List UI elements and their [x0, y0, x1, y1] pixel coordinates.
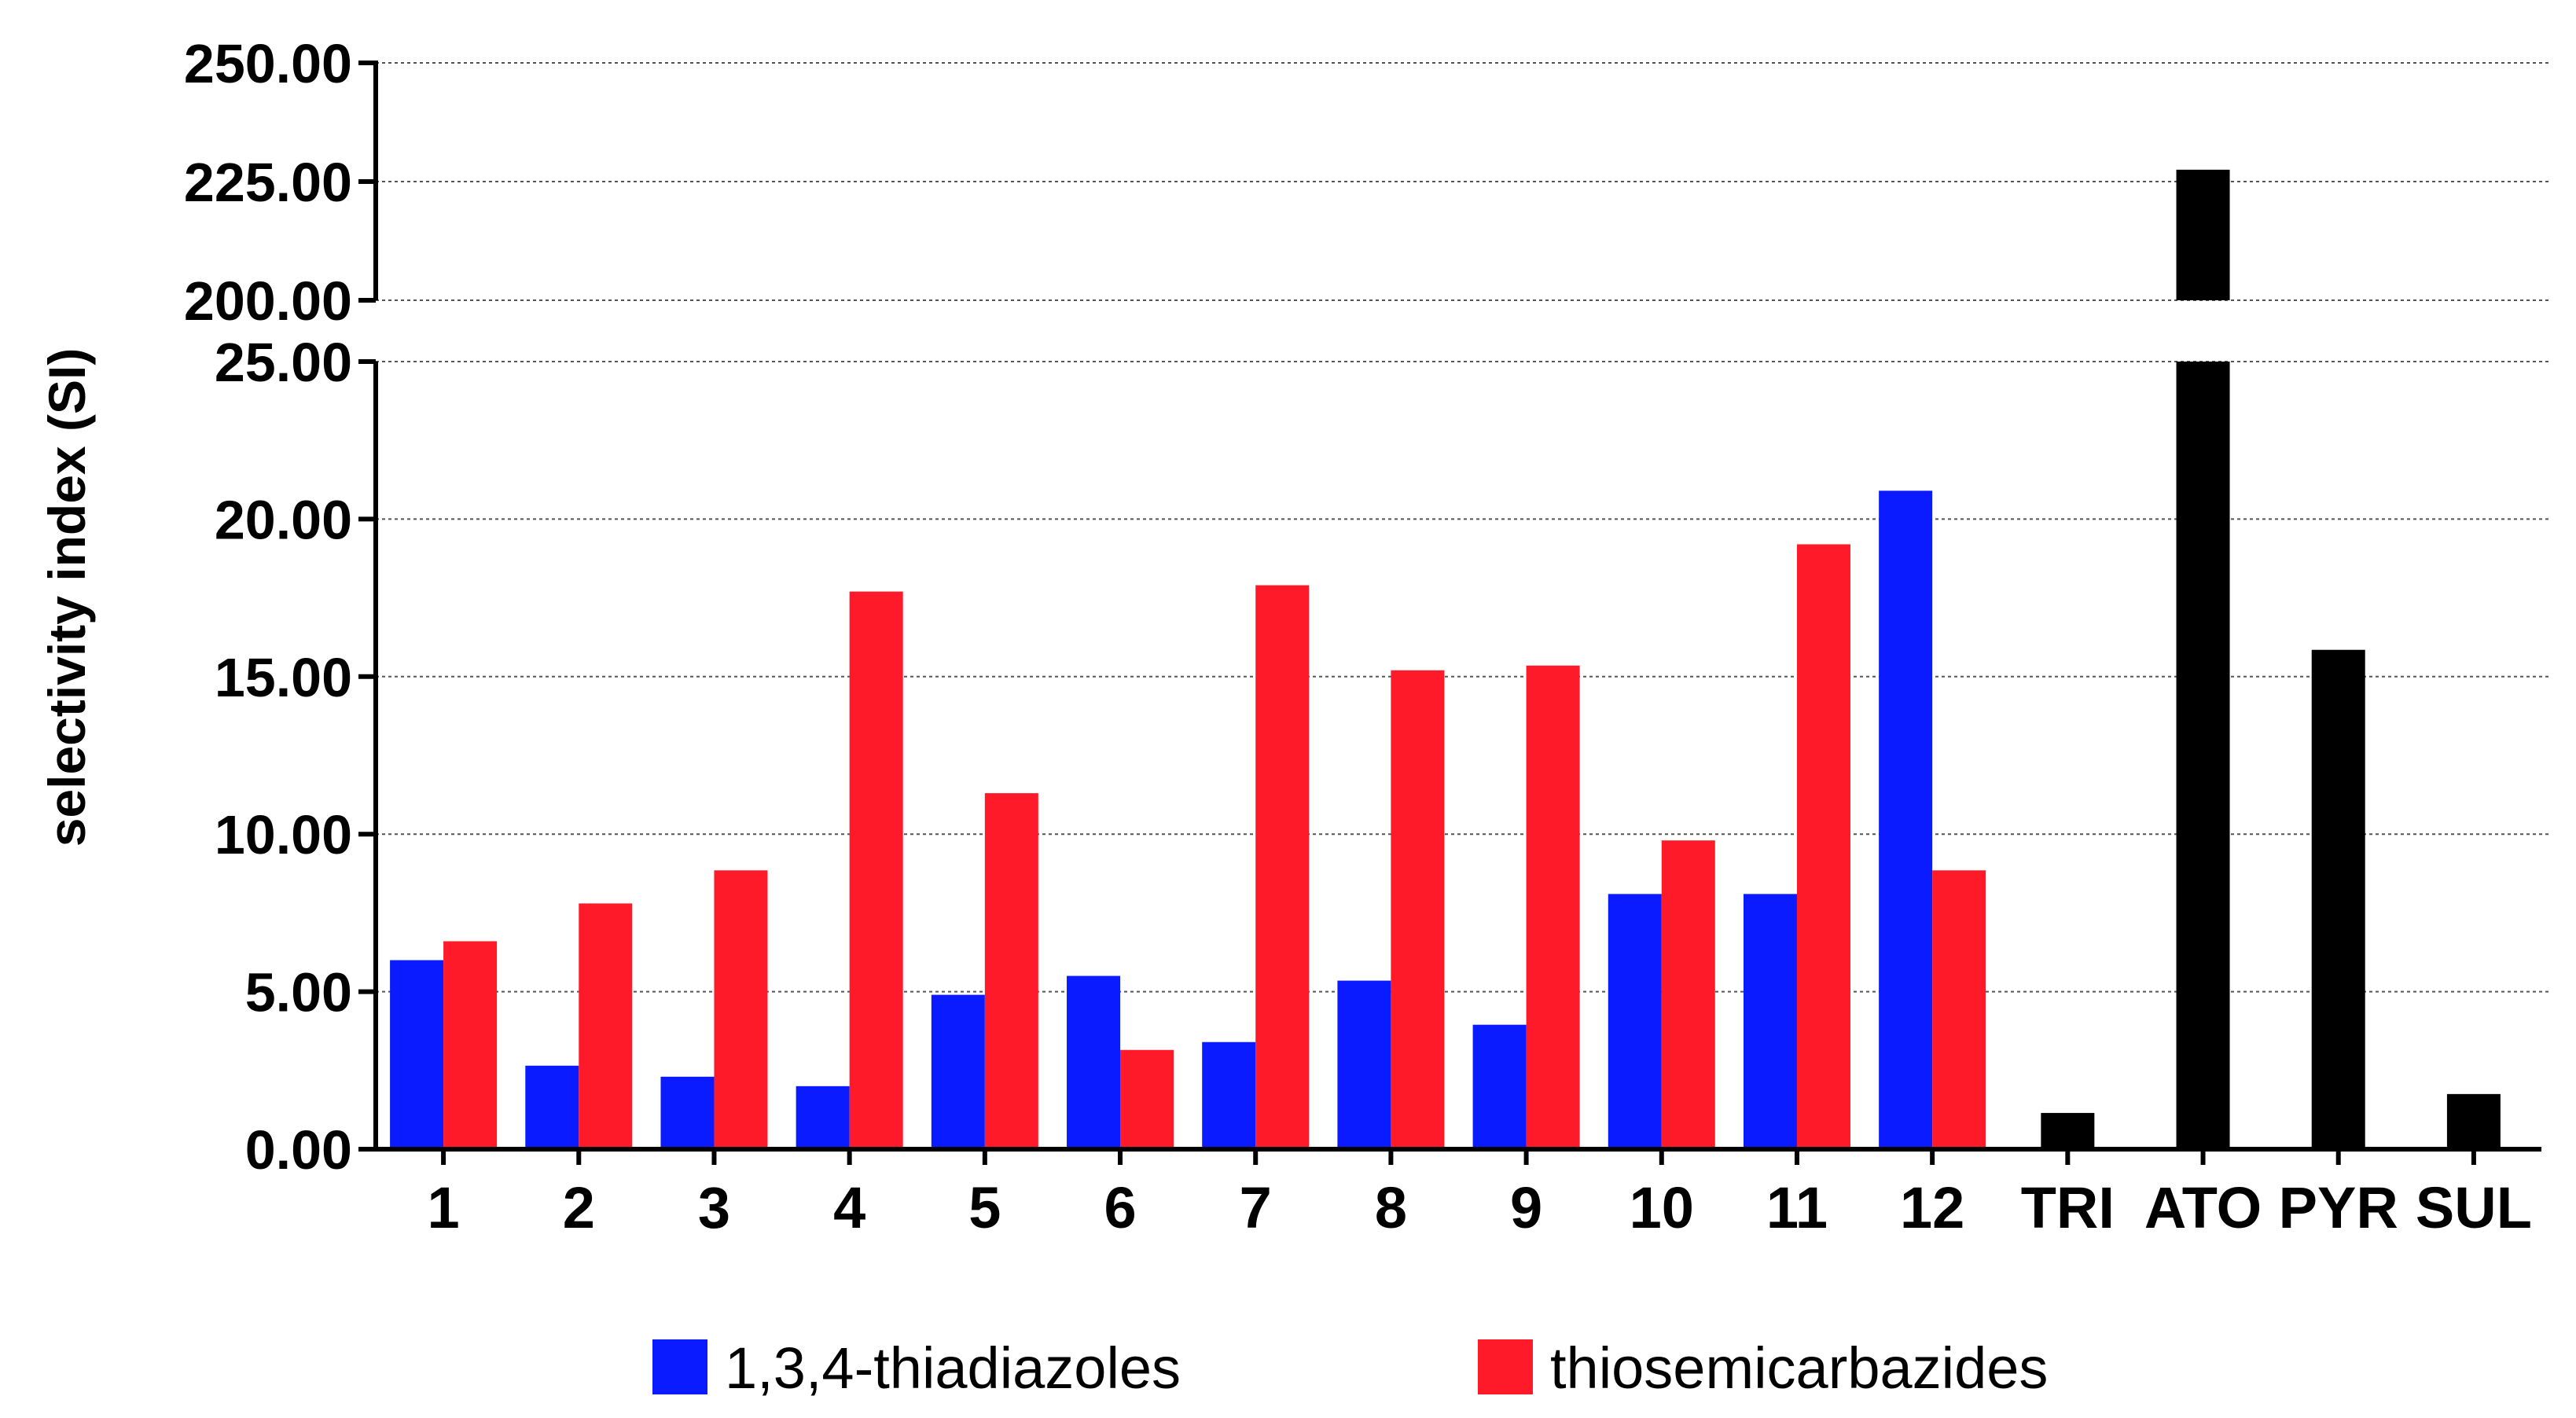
- bar-7-series-0: [1202, 1041, 1256, 1149]
- bar-2-series-1: [579, 903, 633, 1149]
- legend-label-thiadiazoles: 1,3,4-thiadiazoles: [725, 1335, 1181, 1401]
- y-axis-label: selectivity index (SI): [38, 348, 96, 847]
- axes: [358, 61, 2541, 1165]
- bars: [390, 169, 2501, 1149]
- x-tick-label: 11: [1766, 1175, 1828, 1240]
- bar-3-series-1: [714, 870, 768, 1149]
- bar-2-series-0: [525, 1065, 579, 1149]
- x-tick-label: 5: [968, 1175, 1001, 1240]
- y-tick-label: 20.00: [215, 489, 352, 550]
- bar-SUL-series-2: [2446, 1093, 2501, 1149]
- x-tick-label: 9: [1510, 1175, 1542, 1240]
- legend: 1,3,4-thiadiazoles thiosemicarbazides: [652, 1335, 2048, 1401]
- bar-4-series-0: [796, 1086, 850, 1149]
- x-tick-label: 10: [1630, 1175, 1694, 1240]
- bar-12-series-1: [1932, 870, 1986, 1149]
- bar-5-series-0: [931, 994, 985, 1149]
- x-tick-label: 3: [698, 1175, 730, 1240]
- y-tick-label: 0.00: [245, 1119, 352, 1181]
- bar-11-series-0: [1743, 894, 1797, 1149]
- x-tick-label: PYR: [2279, 1175, 2398, 1240]
- x-tick-label: 8: [1375, 1175, 1407, 1240]
- x-tick-label: 1: [428, 1175, 460, 1240]
- bar-6-series-0: [1067, 975, 1121, 1149]
- bar-11-series-1: [1796, 544, 1850, 1149]
- bar-TRI-series-2: [2041, 1112, 2095, 1149]
- bar-4-series-1: [849, 591, 903, 1149]
- bar-10-series-0: [1608, 894, 1662, 1149]
- y-tick-label: 225.00: [184, 152, 352, 213]
- bar-9-series-0: [1472, 1024, 1527, 1149]
- x-tick-label: ATO: [2144, 1175, 2262, 1240]
- bar-6-series-1: [1120, 1049, 1174, 1149]
- x-tick-label: 7: [1240, 1175, 1272, 1240]
- y-tick-label: 15.00: [215, 647, 352, 708]
- y-tick-label: 25.00: [215, 332, 352, 393]
- bar-3-series-0: [660, 1076, 715, 1149]
- bar-9-series-1: [1526, 665, 1580, 1149]
- y-tick-label: 10.00: [215, 804, 352, 865]
- legend-swatch-thiosemicarbazides: [1478, 1339, 1533, 1394]
- bar-10-series-1: [1661, 840, 1715, 1149]
- x-tick-label: 6: [1104, 1175, 1136, 1240]
- legend-label-thiosemicarbazides: thiosemicarbazides: [1550, 1335, 2048, 1401]
- bar-12-series-0: [1879, 490, 1933, 1149]
- bar-5-series-1: [984, 793, 1038, 1149]
- legend-swatch-thiadiazoles: [652, 1339, 707, 1394]
- x-tick-label: 12: [1900, 1175, 1964, 1240]
- bar-ATO-upper-segment: [2176, 169, 2230, 300]
- y-tick-label: 200.00: [184, 270, 352, 332]
- y-tick-label: 250.00: [184, 33, 352, 94]
- bar-8-series-1: [1391, 670, 1445, 1149]
- bar-8-series-0: [1337, 980, 1391, 1149]
- x-tick-labels: 1 2 3 4 5 6 7 8 9 10 11 12 TRI ATO PYR SUL: [428, 1175, 2532, 1240]
- x-tick-label: 2: [563, 1175, 595, 1240]
- bar-ATO-lower-segment: [2176, 362, 2230, 1149]
- x-tick-label: TRI: [2021, 1175, 2115, 1240]
- bar-1-series-0: [390, 960, 444, 1149]
- x-tick-label: SUL: [2416, 1175, 2532, 1240]
- bar-7-series-1: [1255, 585, 1310, 1149]
- bar-1-series-1: [443, 941, 498, 1149]
- y-tick-label: 5.00: [245, 962, 352, 1023]
- x-tick-label: 4: [833, 1175, 865, 1240]
- bar-PYR-series-2: [2311, 649, 2365, 1149]
